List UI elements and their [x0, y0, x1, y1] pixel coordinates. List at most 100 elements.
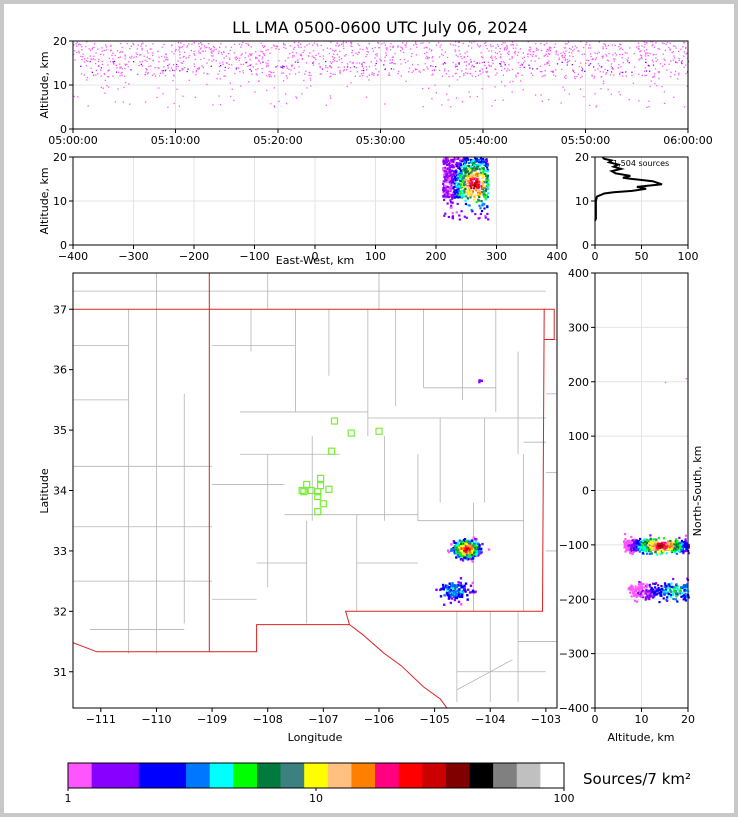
at-point	[290, 69, 292, 71]
at-point	[224, 66, 226, 69]
ns-point	[648, 595, 651, 598]
ew-point	[470, 174, 473, 177]
ns-point	[684, 595, 687, 598]
at-point	[607, 88, 609, 90]
at-point	[233, 52, 235, 54]
at-point	[639, 54, 642, 56]
at-point	[107, 64, 109, 66]
ew-point	[471, 159, 474, 162]
ew-point	[471, 183, 474, 186]
at-point	[152, 54, 154, 57]
ew-point	[486, 168, 489, 171]
ns-point	[630, 595, 633, 598]
at-point	[304, 73, 306, 75]
at-point	[444, 70, 446, 72]
ns-point	[634, 546, 637, 549]
map-point	[465, 555, 468, 558]
ew-point	[468, 204, 471, 207]
at-point	[383, 64, 385, 66]
ew-point	[475, 176, 478, 179]
ns-point	[634, 588, 637, 591]
ns-point	[676, 549, 679, 552]
ew-point	[464, 183, 467, 186]
at-point	[176, 63, 178, 66]
at-point	[622, 62, 624, 64]
at-point	[548, 48, 550, 50]
at-point	[288, 68, 290, 70]
at-point	[108, 86, 110, 88]
map-point	[457, 595, 460, 598]
ns-point	[631, 539, 634, 542]
at-point	[256, 57, 258, 59]
at-point	[655, 53, 657, 56]
at-point	[632, 82, 634, 84]
map-point	[464, 590, 467, 593]
at-point	[476, 95, 478, 98]
ew-point	[472, 172, 475, 175]
ew-point	[460, 186, 463, 189]
at-point	[627, 60, 629, 62]
ns-point	[669, 548, 672, 551]
ns-point	[660, 594, 663, 597]
at-point	[73, 53, 75, 56]
ew-point	[451, 169, 454, 172]
at-point	[614, 44, 616, 46]
at-point	[581, 68, 584, 70]
ew-point	[462, 179, 465, 182]
ns-point	[672, 593, 675, 597]
ns-point	[685, 584, 688, 587]
at-point	[574, 45, 577, 47]
map-point	[456, 544, 459, 547]
at-point	[431, 74, 433, 76]
at-point	[250, 54, 252, 56]
at-point	[568, 93, 570, 95]
map-point	[470, 591, 474, 594]
map-point	[462, 544, 465, 548]
at-point	[282, 67, 284, 69]
at-point	[678, 74, 680, 76]
map-point	[478, 548, 481, 551]
ew-point	[473, 182, 477, 185]
ns-point	[648, 548, 651, 551]
at-point	[120, 66, 122, 68]
at-point	[330, 97, 332, 99]
at-point	[248, 81, 250, 83]
at-point	[262, 61, 264, 63]
at-point	[182, 56, 184, 58]
at-point	[606, 59, 609, 61]
at-point	[487, 61, 489, 63]
at-point	[419, 71, 421, 73]
at-point	[413, 44, 415, 46]
ns-point	[673, 546, 677, 549]
ew-point	[443, 173, 446, 176]
at-point	[511, 91, 513, 93]
ew-point	[469, 196, 472, 199]
at-point	[171, 51, 173, 53]
ew-point	[464, 170, 467, 173]
at-point	[507, 52, 509, 54]
ns-point	[647, 590, 650, 593]
at-point	[685, 64, 687, 66]
ew-point	[450, 185, 453, 188]
ns-point	[670, 549, 673, 553]
at-point	[386, 47, 388, 49]
at-point	[618, 74, 621, 76]
ew-point	[447, 170, 451, 173]
ns-point	[675, 552, 678, 555]
at-point	[201, 65, 203, 67]
at-point	[561, 55, 563, 57]
at-point	[195, 69, 198, 71]
at-point	[108, 69, 110, 71]
at-point	[585, 62, 587, 64]
at-point	[224, 75, 226, 77]
at-point	[343, 66, 345, 68]
at-point	[538, 57, 540, 60]
at-point	[179, 54, 181, 56]
at-point	[320, 44, 322, 47]
at-point	[619, 72, 621, 74]
at-point	[199, 52, 202, 54]
ew-point	[480, 172, 483, 175]
at-point	[268, 76, 270, 78]
at-point	[529, 51, 531, 53]
at-point	[541, 71, 543, 73]
